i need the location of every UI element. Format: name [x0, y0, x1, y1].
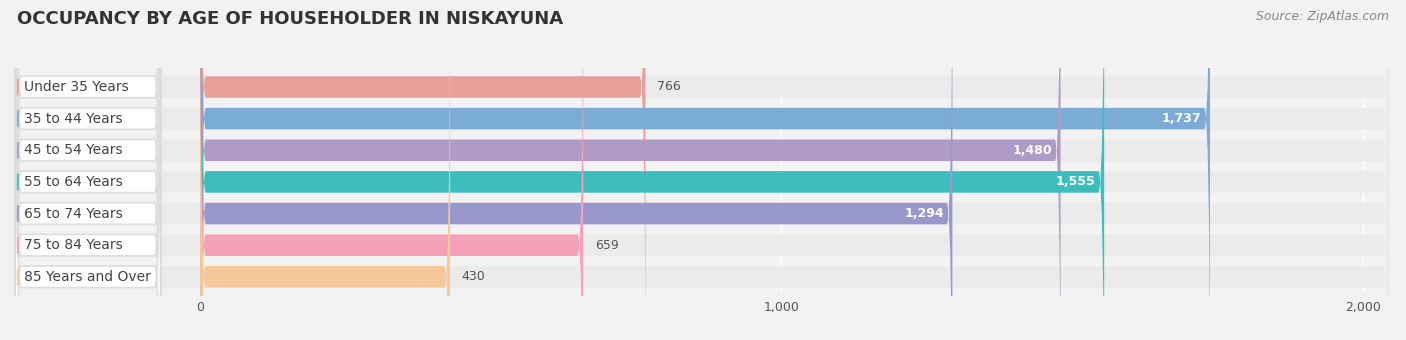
Text: 1,737: 1,737	[1161, 112, 1201, 125]
FancyBboxPatch shape	[200, 0, 645, 340]
FancyBboxPatch shape	[15, 0, 160, 340]
FancyBboxPatch shape	[15, 0, 160, 340]
Text: 85 Years and Over: 85 Years and Over	[24, 270, 150, 284]
Text: 35 to 44 Years: 35 to 44 Years	[24, 112, 122, 125]
FancyBboxPatch shape	[17, 0, 1389, 340]
FancyBboxPatch shape	[15, 0, 160, 340]
FancyBboxPatch shape	[17, 0, 1389, 340]
FancyBboxPatch shape	[200, 0, 1211, 340]
Text: Source: ZipAtlas.com: Source: ZipAtlas.com	[1256, 10, 1389, 23]
Text: 659: 659	[595, 239, 619, 252]
FancyBboxPatch shape	[15, 0, 160, 340]
Text: OCCUPANCY BY AGE OF HOUSEHOLDER IN NISKAYUNA: OCCUPANCY BY AGE OF HOUSEHOLDER IN NISKA…	[17, 10, 562, 28]
FancyBboxPatch shape	[200, 0, 583, 340]
FancyBboxPatch shape	[17, 0, 1389, 340]
FancyBboxPatch shape	[17, 0, 1389, 340]
Text: 45 to 54 Years: 45 to 54 Years	[24, 143, 122, 157]
FancyBboxPatch shape	[15, 0, 160, 340]
FancyBboxPatch shape	[200, 0, 952, 340]
FancyBboxPatch shape	[15, 0, 160, 340]
Text: 75 to 84 Years: 75 to 84 Years	[24, 238, 122, 252]
FancyBboxPatch shape	[17, 0, 1389, 340]
FancyBboxPatch shape	[200, 0, 1104, 340]
Text: 55 to 64 Years: 55 to 64 Years	[24, 175, 122, 189]
Text: 65 to 74 Years: 65 to 74 Years	[24, 206, 122, 221]
FancyBboxPatch shape	[15, 0, 160, 340]
Text: Under 35 Years: Under 35 Years	[24, 80, 128, 94]
FancyBboxPatch shape	[17, 0, 1389, 340]
Text: 1,480: 1,480	[1012, 144, 1052, 157]
Text: 1,555: 1,555	[1056, 175, 1095, 188]
Text: 430: 430	[461, 270, 485, 283]
Text: 766: 766	[657, 81, 681, 94]
FancyBboxPatch shape	[200, 0, 450, 340]
FancyBboxPatch shape	[17, 0, 1389, 340]
Text: 1,294: 1,294	[904, 207, 943, 220]
FancyBboxPatch shape	[200, 0, 1060, 340]
